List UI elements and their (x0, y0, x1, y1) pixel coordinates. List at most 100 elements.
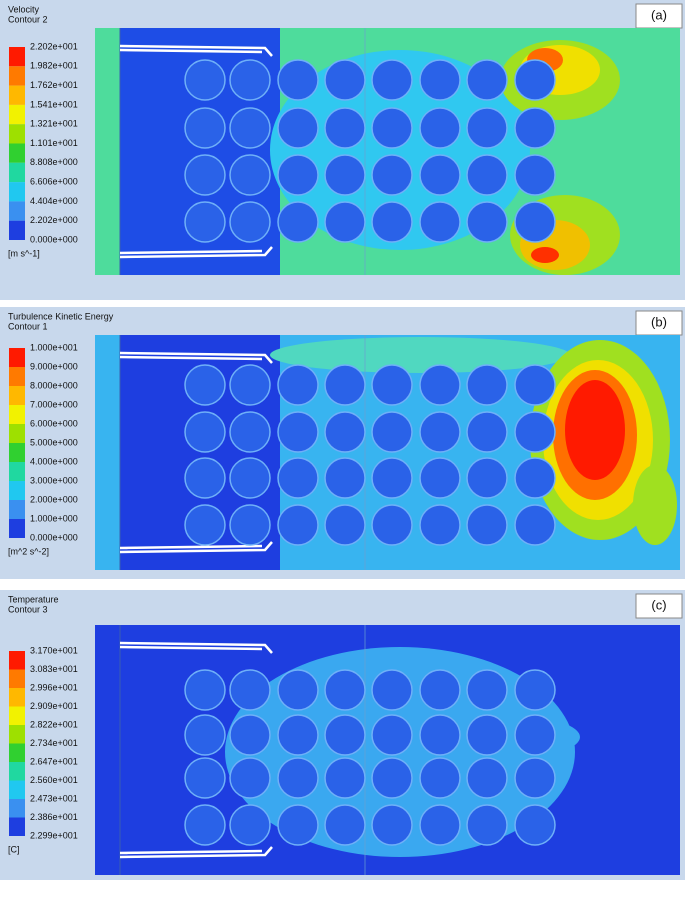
legend-band (9, 162, 25, 183)
tube (324, 107, 366, 149)
tube (184, 757, 226, 799)
legend-label: 0.000e+000 (30, 532, 78, 542)
legend-label: 2.996e+001 (30, 682, 78, 692)
tube (419, 504, 461, 546)
legend-band (9, 780, 25, 799)
legend-band (9, 47, 25, 67)
tube (324, 804, 366, 846)
legend-label: 2.909e+001 (30, 701, 78, 711)
tube (419, 364, 461, 406)
legend-band (9, 143, 25, 163)
tube (514, 804, 556, 846)
legend-band (9, 481, 25, 500)
tube (514, 669, 556, 711)
legend-label: 8.000e+000 (30, 380, 78, 390)
tube (371, 201, 413, 243)
contour-region (633, 465, 677, 545)
tube (371, 457, 413, 499)
legend-label: 1.000e+000 (30, 513, 78, 523)
tube (419, 201, 461, 243)
tube (184, 107, 226, 149)
tube (466, 757, 508, 799)
legend-subtitle: Contour 3 (8, 604, 48, 614)
tube (514, 107, 556, 149)
tube (229, 107, 271, 149)
tube (184, 714, 226, 756)
tube (324, 201, 366, 243)
panel-tag: (a) (651, 7, 667, 22)
tube (229, 714, 271, 756)
contour-region (270, 337, 570, 373)
legend-unit: [m s^-1] (8, 248, 40, 258)
tube (184, 201, 226, 243)
legend-label: 2.822e+001 (30, 719, 78, 729)
legend-label: 3.170e+001 (30, 645, 78, 655)
tube (419, 669, 461, 711)
legend-band (9, 367, 25, 386)
legend-label: 3.000e+000 (30, 475, 78, 485)
legend-label: 0.000e+000 (30, 234, 78, 244)
legend-band (9, 669, 25, 688)
tube (277, 411, 319, 453)
legend-label: 6.000e+000 (30, 418, 78, 428)
tube (514, 201, 556, 243)
legend-unit: [C] (8, 844, 20, 854)
legend-band (9, 725, 25, 744)
tube (514, 457, 556, 499)
legend-label: 2.202e+000 (30, 215, 78, 225)
legend-band (9, 706, 25, 725)
legend-band (9, 104, 25, 125)
legend-band (9, 519, 25, 538)
legend-band (9, 799, 25, 818)
legend-label: 2.299e+001 (30, 830, 78, 840)
tube (419, 804, 461, 846)
tube (184, 59, 226, 101)
legend-label: 1.321e+001 (30, 119, 78, 129)
legend-label: 2.386e+001 (30, 812, 78, 822)
tube (184, 504, 226, 546)
legend-title: Velocity (8, 4, 40, 14)
tube (229, 757, 271, 799)
legend-label: 2.647e+001 (30, 756, 78, 766)
tube (466, 669, 508, 711)
legend-band (9, 124, 25, 144)
legend-title: Turbulence Kinetic Energy (8, 311, 114, 321)
tube (324, 59, 366, 101)
legend-label: 4.404e+000 (30, 196, 78, 206)
channel-wall (119, 351, 273, 364)
legend-band (9, 220, 25, 240)
panel-tag: (c) (651, 597, 666, 612)
tube (277, 457, 319, 499)
tube (371, 504, 413, 546)
legend-label: 2.202e+001 (30, 41, 78, 51)
tube (324, 457, 366, 499)
legend-band (9, 386, 25, 405)
panel-tag: (b) (651, 314, 667, 329)
tube (324, 669, 366, 711)
legend-label: 1.982e+001 (30, 61, 78, 71)
tube (514, 411, 556, 453)
tube (229, 804, 271, 846)
tube (324, 714, 366, 756)
legend-band (9, 817, 25, 836)
legend-label: 2.560e+001 (30, 775, 78, 785)
legend-band (9, 762, 25, 781)
legend-label: 2.473e+001 (30, 793, 78, 803)
legend-label: 1.101e+001 (30, 138, 78, 148)
channel-wall (119, 541, 273, 554)
tube (419, 411, 461, 453)
tube (371, 411, 413, 453)
tube (277, 201, 319, 243)
tube (184, 411, 226, 453)
tube (419, 714, 461, 756)
legend-unit: [m^2 s^-2] (8, 546, 49, 556)
tube (371, 804, 413, 846)
tube (277, 804, 319, 846)
tube (466, 411, 508, 453)
tube (466, 457, 508, 499)
channel-wall (119, 846, 273, 859)
legend-label: 8.808e+000 (30, 157, 78, 167)
tube (466, 107, 508, 149)
legend-subtitle: Contour 1 (8, 321, 48, 331)
